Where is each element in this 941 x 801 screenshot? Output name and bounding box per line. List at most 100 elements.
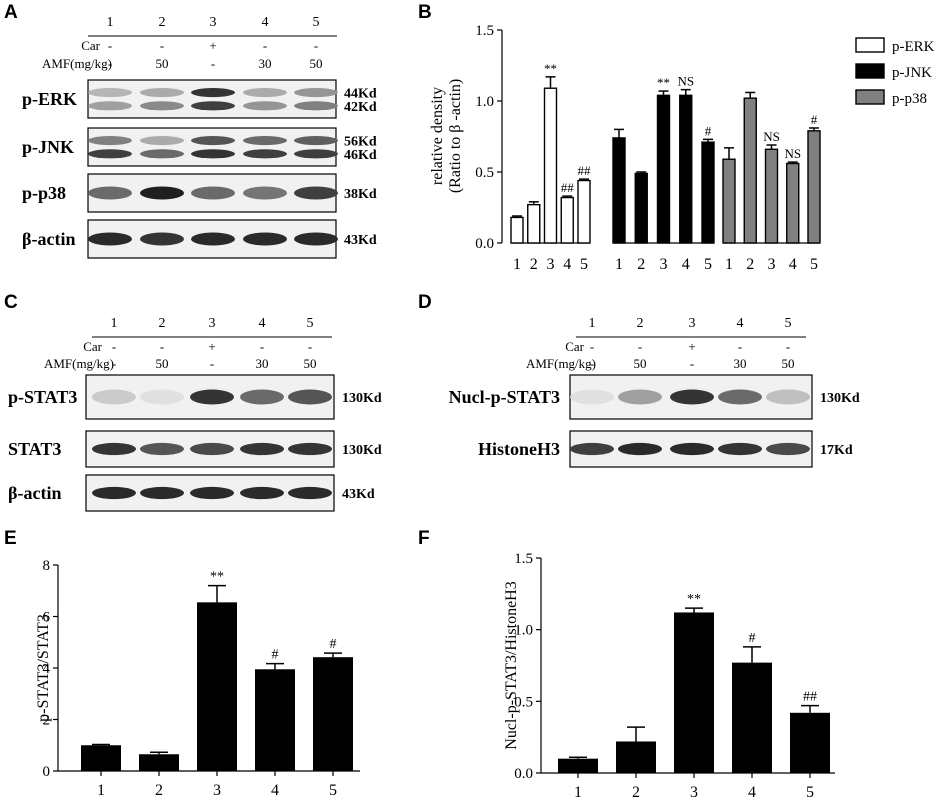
blot-band [240, 486, 284, 500]
molecular-weight-label: 130Kd [342, 391, 382, 406]
amf-dose: 50 [304, 356, 317, 371]
car-label: Car [83, 339, 102, 354]
amf-dose: - [690, 356, 694, 371]
panel-letter-c: C [4, 292, 18, 313]
lane-number: 1 [111, 316, 118, 331]
x-tick-label: 4 [748, 784, 756, 801]
significance-label: ** [657, 75, 670, 90]
y-tick-label: 1.5 [514, 551, 533, 567]
y-tick-label: 4 [43, 661, 51, 677]
blot-band [670, 389, 714, 405]
y-tick-label: 1.0 [514, 623, 533, 639]
amf-dose: - [210, 356, 214, 371]
blot-band [240, 442, 284, 456]
y-tick-label: 0.0 [514, 766, 533, 782]
panel-letter-d: D [418, 292, 432, 313]
legend-swatch [855, 63, 885, 79]
blot-band [92, 442, 136, 456]
blot-band [140, 87, 184, 98]
y-tick-label: 1.0 [475, 94, 494, 110]
legend-swatch [855, 37, 885, 53]
lane-number: 4 [262, 15, 269, 30]
blot-band [191, 186, 235, 200]
car-sign: - [738, 339, 742, 354]
x-tick-label: 1 [513, 256, 521, 273]
bar [790, 712, 830, 773]
x-tick-label: 2 [530, 256, 538, 273]
panel-letter-e: E [4, 528, 17, 549]
blot-band [140, 135, 184, 146]
lane-number: 5 [785, 316, 792, 331]
blot-band [140, 389, 184, 405]
molecular-weight-label: 44Kd [344, 87, 377, 102]
x-tick-label: 1 [97, 782, 105, 799]
car-sign: + [208, 339, 215, 354]
blot-band [190, 389, 234, 405]
molecular-weight-label: 17Kd [820, 443, 853, 458]
y-tick-label: 0.5 [514, 694, 533, 710]
bar-chart-e: 0 2 4 6 8 1 2 ** 3 #4 #5 p-STAT3/STAT3 [35, 558, 360, 799]
blot-band [88, 149, 132, 159]
bar [807, 130, 821, 244]
amf-label: AMF(mg/kg) [526, 356, 596, 371]
blot-label: p-ERK [22, 89, 77, 109]
bar [764, 148, 779, 244]
lane-number: 1 [107, 15, 114, 30]
car-sign: - [263, 38, 267, 53]
blot-frame [87, 127, 337, 167]
blot-band [618, 389, 662, 405]
panel-letter-f: F [418, 528, 430, 549]
bar [139, 754, 179, 771]
bar [577, 179, 591, 244]
amf-dose: - [108, 56, 112, 71]
lane-number: 2 [637, 316, 644, 331]
blot-band [243, 186, 287, 200]
blot-band [294, 87, 338, 98]
y-tick-label: 1.5 [475, 23, 494, 39]
lane-number: 5 [307, 316, 314, 331]
blot-band [288, 389, 332, 405]
bar [743, 97, 757, 244]
y-axis-label: p-STAT3/STAT3 [35, 614, 52, 722]
amf-dose: - [590, 356, 594, 371]
bar [674, 612, 714, 773]
blot-band [240, 389, 284, 405]
lane-number: 4 [259, 316, 266, 331]
lane-number: 2 [159, 316, 166, 331]
blot-band [294, 149, 338, 159]
bar [786, 162, 800, 244]
panel-letter-a: A [4, 2, 18, 23]
blot-label: Nucl-p-STAT3 [449, 387, 560, 407]
car-sign: - [314, 38, 318, 53]
bar [701, 141, 715, 244]
blot-band [140, 486, 184, 500]
car-sign: - [112, 339, 116, 354]
legend-label: p-ERK [892, 39, 935, 55]
car-sign: - [786, 339, 790, 354]
significance-label: NS [784, 146, 801, 161]
blot-band [618, 442, 662, 456]
blot-band [140, 232, 184, 246]
car-sign: - [308, 339, 312, 354]
blot-band [294, 186, 338, 200]
amf-dose: 50 [156, 56, 169, 71]
blot-label: STAT3 [8, 439, 61, 459]
y-tick-label: 6 [43, 610, 51, 626]
y-tick-label: 8 [43, 558, 51, 574]
blot-label: p-p38 [22, 183, 66, 203]
blot-band [766, 389, 810, 405]
y-tick-label: 0.0 [475, 236, 494, 252]
blot-band [243, 149, 287, 159]
blot-band [190, 486, 234, 500]
blot-label: p-JNK [22, 137, 74, 157]
blot-band [88, 135, 132, 146]
x-tick-label: 4 [271, 782, 279, 799]
bar [560, 196, 574, 244]
lane-number: 5 [313, 15, 320, 30]
significance-label: NS [677, 74, 694, 89]
x-tick-label: 4 [682, 256, 690, 273]
y-axis-label: Nucl-p-STAT3/HistoneH3 [503, 581, 520, 749]
blot-label: p-STAT3 [8, 387, 77, 407]
